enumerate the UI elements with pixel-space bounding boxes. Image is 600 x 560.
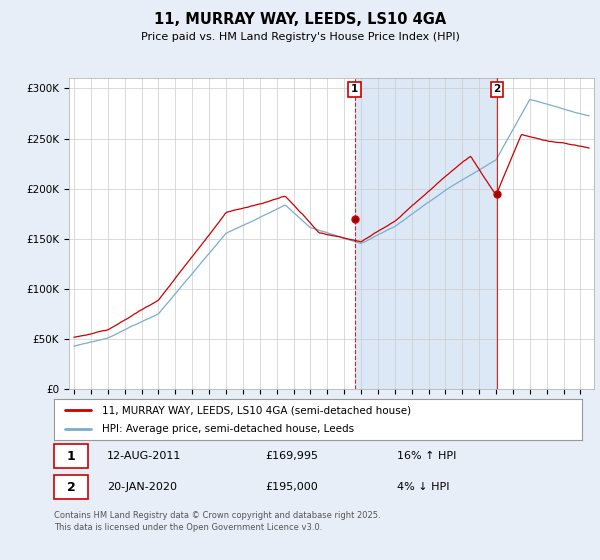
- FancyBboxPatch shape: [54, 475, 88, 499]
- Text: 1: 1: [67, 450, 76, 463]
- Text: 2: 2: [67, 480, 76, 494]
- Text: Price paid vs. HM Land Registry's House Price Index (HPI): Price paid vs. HM Land Registry's House …: [140, 32, 460, 43]
- Text: 11, MURRAY WAY, LEEDS, LS10 4GA (semi-detached house): 11, MURRAY WAY, LEEDS, LS10 4GA (semi-de…: [101, 405, 410, 415]
- Text: 1: 1: [351, 84, 358, 94]
- FancyBboxPatch shape: [54, 445, 88, 468]
- Text: 12-AUG-2011: 12-AUG-2011: [107, 451, 181, 461]
- Text: £195,000: £195,000: [265, 482, 318, 492]
- Text: 11, MURRAY WAY, LEEDS, LS10 4GA: 11, MURRAY WAY, LEEDS, LS10 4GA: [154, 12, 446, 27]
- Text: HPI: Average price, semi-detached house, Leeds: HPI: Average price, semi-detached house,…: [101, 424, 353, 433]
- Bar: [355, 78, 497, 389]
- Text: £169,995: £169,995: [265, 451, 318, 461]
- Text: 16% ↑ HPI: 16% ↑ HPI: [397, 451, 457, 461]
- Text: Contains HM Land Registry data © Crown copyright and database right 2025.
This d: Contains HM Land Registry data © Crown c…: [54, 511, 380, 531]
- Text: 4% ↓ HPI: 4% ↓ HPI: [397, 482, 450, 492]
- Text: 2: 2: [493, 84, 500, 94]
- Text: 20-JAN-2020: 20-JAN-2020: [107, 482, 177, 492]
